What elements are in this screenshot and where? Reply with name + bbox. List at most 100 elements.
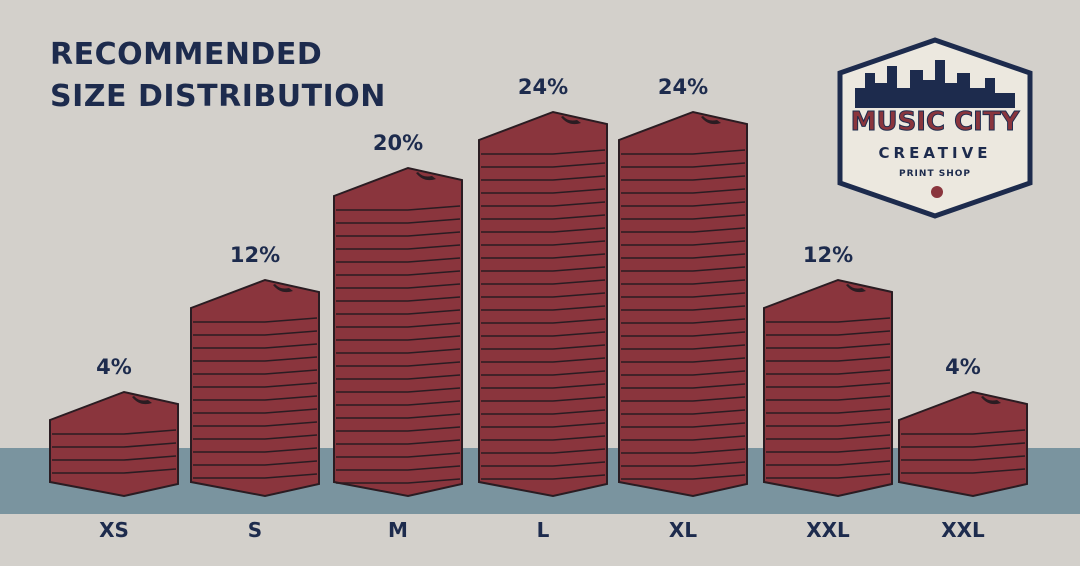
shirt-fold [621, 422, 746, 428]
shirt-fold [621, 357, 746, 363]
shirt-fold [336, 374, 461, 380]
shirt-fold [481, 357, 606, 363]
shirt-fold [336, 465, 461, 471]
shirt-fold [621, 253, 746, 259]
shirt-fold [621, 435, 746, 441]
shirt-fold [481, 266, 606, 272]
shirt-fold [621, 162, 746, 168]
shirt-fold [193, 408, 318, 414]
shirt-fold [621, 448, 746, 454]
shirt-fold [766, 434, 891, 440]
x-tick-label: XL [669, 518, 697, 542]
shirt-fold [193, 395, 318, 401]
shirt-fold [336, 296, 461, 302]
shirt-collar [132, 396, 152, 405]
shirt-fold [766, 356, 891, 362]
stacks [49, 110, 1028, 498]
shirt-fold [336, 478, 461, 484]
logo-name: MUSIC CITY [851, 107, 1021, 137]
shirt-fold [481, 201, 606, 207]
shirt-fold [336, 413, 461, 419]
shirt-fold [621, 227, 746, 233]
shirt-fold [336, 426, 461, 432]
shirt-fold [901, 429, 1026, 435]
shirt-stack [478, 110, 608, 498]
shirt-fold [336, 400, 461, 406]
shirt-fold [481, 318, 606, 324]
shirt-fold [336, 309, 461, 315]
shirt-fold [193, 447, 318, 453]
shirt-fold [766, 382, 891, 388]
shirt-fold [481, 279, 606, 285]
shirt-fold [481, 474, 606, 480]
shirt-collar [846, 284, 866, 293]
shirt-fold [621, 266, 746, 272]
shirt-fold [621, 214, 746, 220]
shirt-stack [333, 166, 463, 498]
shirt-fold [336, 348, 461, 354]
shirt-fold [481, 188, 606, 194]
shirt-fold [621, 383, 746, 389]
shirt-fold [766, 317, 891, 323]
value-label: 12% [230, 243, 280, 267]
shirt-fold [481, 149, 606, 155]
shirt-fold [52, 455, 177, 461]
shirt-fold [481, 253, 606, 259]
shirt-stack [618, 110, 748, 498]
shirt-fold [481, 448, 606, 454]
shirt-fold [481, 344, 606, 350]
shirt-fold [481, 422, 606, 428]
x-tick-label: L [537, 518, 550, 542]
shirt-fold [621, 331, 746, 337]
shirt-stack [190, 278, 320, 498]
shirt-fold [193, 330, 318, 336]
shirt-fold [621, 344, 746, 350]
bar [190, 278, 320, 498]
shirt-fold [621, 461, 746, 467]
shirt-fold [481, 175, 606, 181]
shirt-fold [481, 214, 606, 220]
value-label: 24% [518, 75, 568, 99]
x-tick-label: XXL [941, 518, 985, 542]
x-tick-label: XS [99, 518, 129, 542]
shirt-fold [621, 292, 746, 298]
shirt-fold [621, 149, 746, 155]
shirt-fold [901, 455, 1026, 461]
x-tick-label: M [388, 518, 408, 542]
shirt-fold [481, 435, 606, 441]
shirt-fold [481, 292, 606, 298]
shirt-fold [193, 356, 318, 362]
logo-emblem [931, 186, 943, 198]
shirt-collar [273, 284, 293, 293]
value-label: 24% [658, 75, 708, 99]
value-label: 4% [96, 355, 132, 379]
shirt-fold [193, 369, 318, 375]
shirt-fold [621, 396, 746, 402]
shirt-fold [766, 473, 891, 479]
shirt-fold [481, 162, 606, 168]
shirt-fold [621, 279, 746, 285]
x-tick-label: S [248, 518, 262, 542]
shirt-fold [621, 240, 746, 246]
value-label: 4% [945, 355, 981, 379]
shirt-collar [416, 172, 436, 181]
shirt-fold [481, 305, 606, 311]
shirt-fold [336, 335, 461, 341]
shirt-fold [621, 175, 746, 181]
shirt-fold [621, 201, 746, 207]
shirt-fold [336, 387, 461, 393]
value-label: 12% [803, 243, 853, 267]
shirt-stack [898, 390, 1028, 498]
shirt-fold [193, 421, 318, 427]
shirt-fold [621, 474, 746, 480]
shirt-fold [766, 369, 891, 375]
logo-skyline [855, 60, 1015, 108]
shirt-fold [481, 227, 606, 233]
logo-subtitle: CREATIVE [879, 144, 992, 162]
shirt-collar [701, 116, 721, 125]
shirt-fold [766, 330, 891, 336]
shirt-fold [52, 442, 177, 448]
shirt-fold [621, 305, 746, 311]
